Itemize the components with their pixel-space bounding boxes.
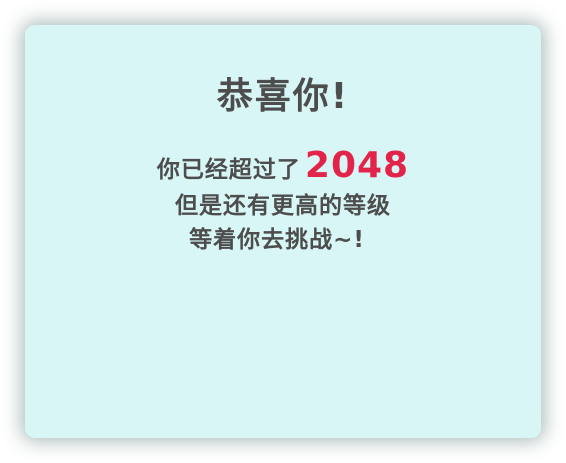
score-value: 2048 [304,145,410,186]
dialog-title: 恭喜你! [216,76,350,117]
congrats-dialog: 恭喜你! 你已经超过了 2048 但是还有更高的等级 等着你去挑战~! [25,25,541,438]
message-line-1: 你已经超过了 2048 [25,143,541,189]
message-line-3: 等着你去挑战~! [189,227,365,253]
dialog-message: 你已经超过了 2048 但是还有更高的等级 等着你去挑战~! [25,143,541,257]
message-prefix: 你已经超过了 [156,157,301,183]
message-line-2: 但是还有更高的等级 [175,193,391,219]
